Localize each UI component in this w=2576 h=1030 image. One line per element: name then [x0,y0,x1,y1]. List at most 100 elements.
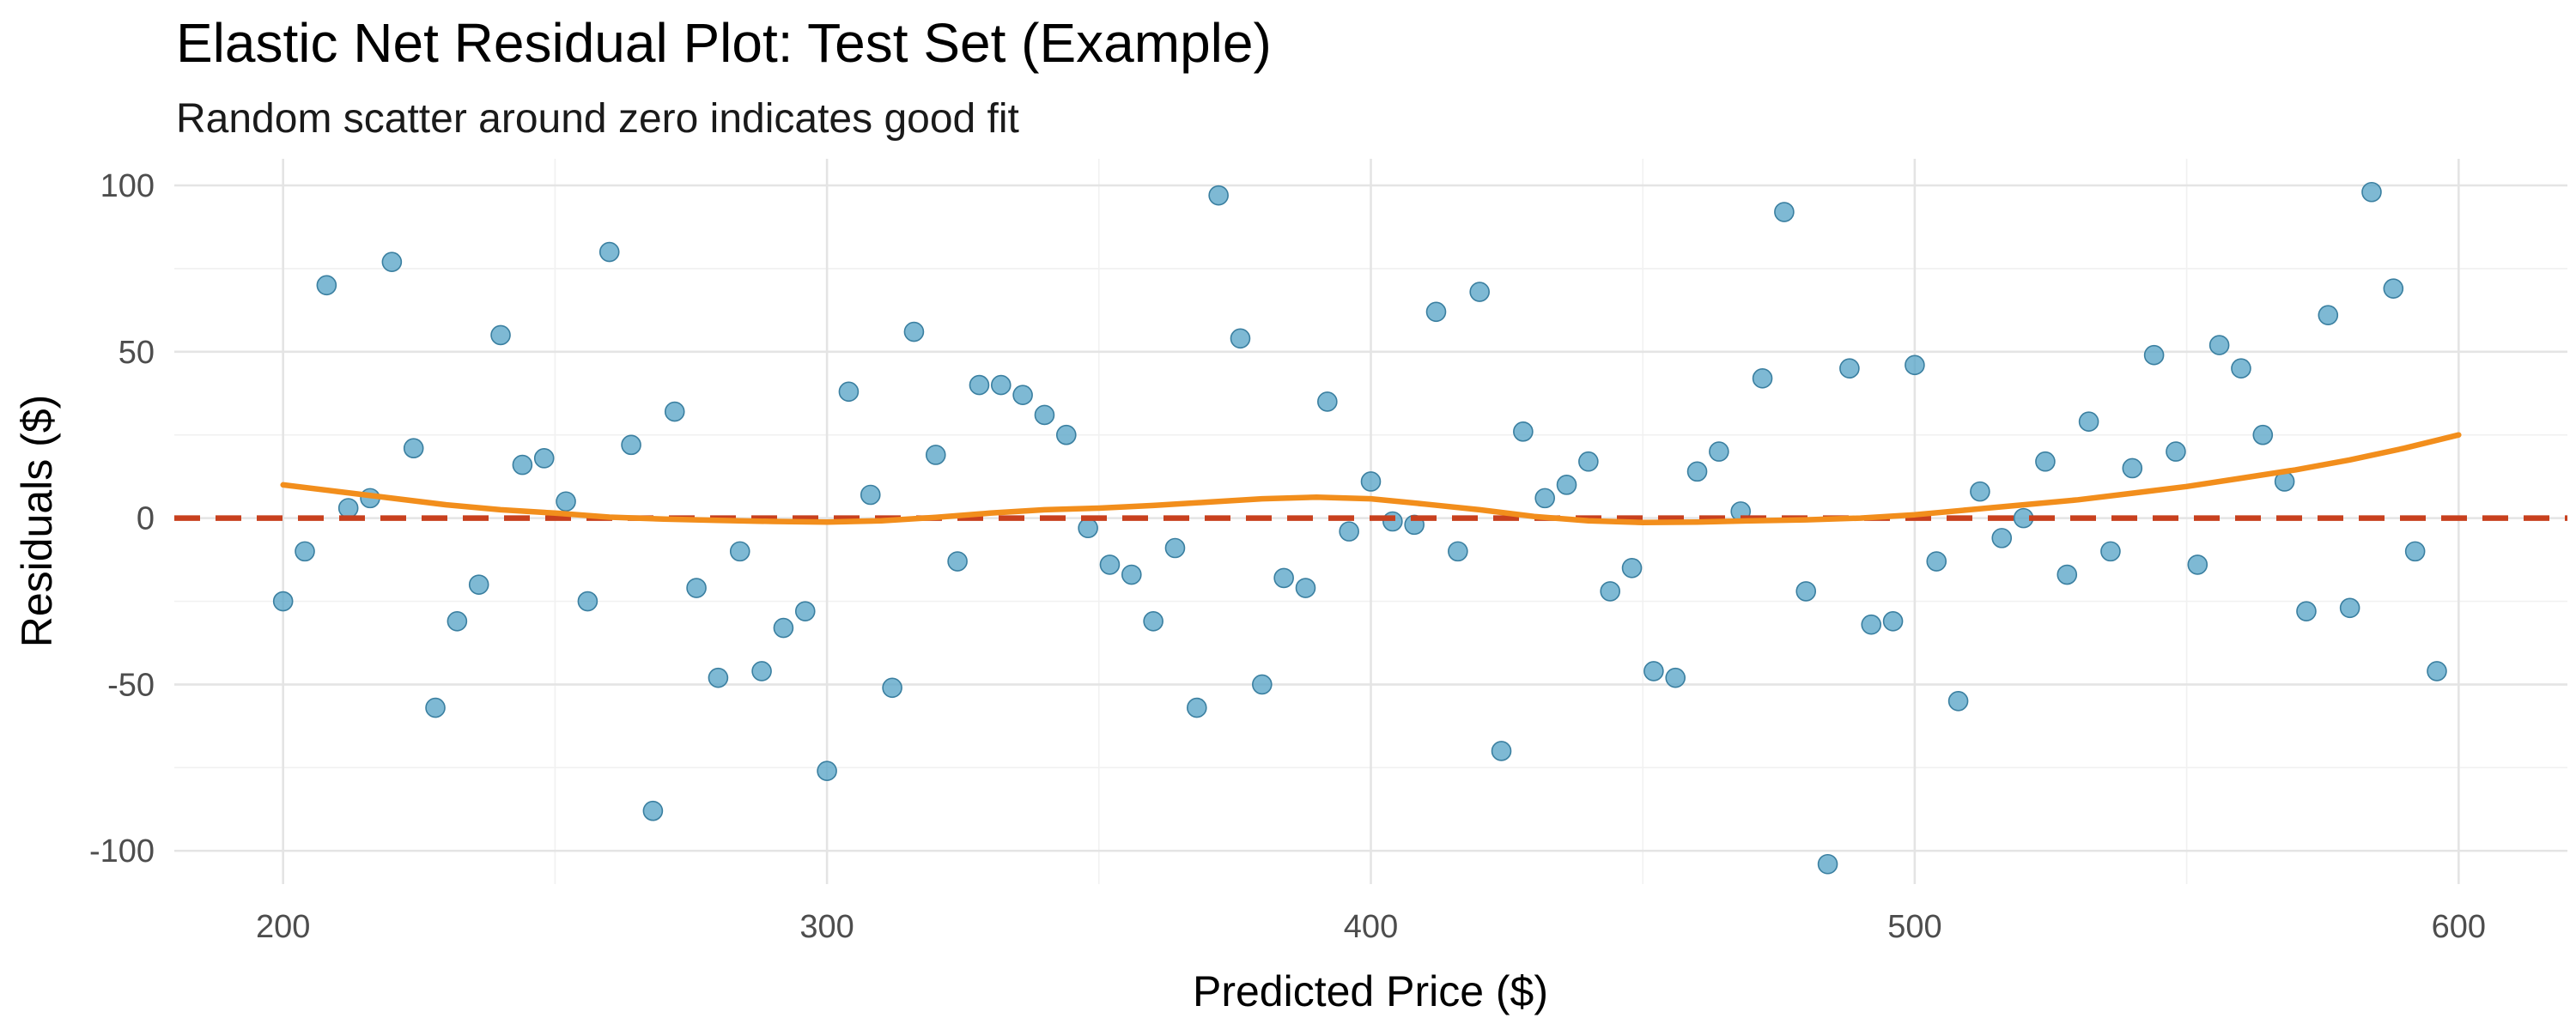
residual-point [1926,551,1947,572]
residual-point [1425,301,1447,323]
residual-point [1513,421,1534,442]
residual-point [1208,185,1229,206]
residual-point [556,491,576,512]
x-tick-label: 500 [1887,909,1941,945]
y-tick-label: 50 [118,335,155,371]
residual-point [1621,557,1643,579]
residual-point [1709,441,1729,462]
residual-point [860,484,881,506]
residual-point [272,591,294,612]
residual-point [1012,385,1033,406]
residual-point [2361,181,2382,203]
residual-point [598,241,620,263]
residual-point [2231,358,2251,379]
y-tick-label: 100 [100,168,155,204]
residual-point [838,381,860,403]
residual-point [751,661,772,682]
y-tick-label: 0 [137,501,155,537]
y-tick-label: -100 [89,833,155,869]
residual-point [1817,853,1838,875]
residual-point [512,454,533,476]
residual-point [1752,368,1773,389]
residual-point [817,760,837,782]
residual-point [316,275,337,296]
residual-point [2100,541,2121,562]
x-tick-label: 200 [256,909,310,945]
residual-point [664,401,685,422]
residual-point [1078,518,1098,539]
plot-panel: 200 300 400 500 600 -100 -50 0 50 100 [89,159,2567,945]
residual-point [2252,424,2274,445]
residual-point [2339,597,2360,619]
residual-point [1055,424,1077,445]
x-tick-label: 600 [2432,909,2486,945]
residual-point [2057,564,2078,585]
residual-point [403,438,424,459]
x-axis-title: Predicted Price ($) [1193,967,1548,1015]
residual-point [1774,202,1795,222]
residual-point [447,610,468,632]
chart-subtitle: Random scatter around zero indicates goo… [176,96,1019,142]
residual-point [381,251,403,272]
residual-point [337,498,359,518]
residual-point [533,448,555,469]
residual-point [2296,601,2317,621]
residual-point [621,434,641,456]
residual-point [577,591,598,612]
residual-point [2122,457,2143,479]
residual-point [1947,691,1969,712]
residual-point [1643,661,1664,682]
grid-lines [174,159,2567,884]
residual-point [969,374,990,396]
residual-point [1339,521,1359,542]
residual-point [1600,581,1620,602]
y-axis-title: Residuals ($) [13,395,61,648]
residual-point [1970,481,1990,502]
residual-point [2427,661,2447,682]
residual-point [903,321,925,342]
x-tick-label: 400 [1344,909,1398,945]
residual-point [1230,328,1251,349]
residual-point [1882,610,1904,632]
residual-point [1143,610,1163,632]
residual-point [1360,471,1382,492]
x-axis-tick-labels: 200 300 400 500 600 [256,909,2486,945]
residual-point [708,667,729,688]
residual-point [1099,554,1121,575]
residual-point [1295,578,1316,598]
residual-point [1839,358,1860,379]
residual-point [729,541,750,562]
residual-point [1578,451,1599,472]
residual-point [1469,282,1490,302]
residual-point [794,601,816,621]
residual-point [2078,411,2099,433]
residual-point [642,800,664,821]
residual-point [295,541,315,562]
residual-point [1556,475,1577,495]
residual-point [2318,305,2339,325]
residual-point [1121,564,1142,585]
residual-point [2187,554,2208,575]
residual-point [2383,278,2404,299]
residual-point [1905,354,1925,376]
residual-point [1991,528,2013,548]
residual-point [425,697,446,718]
residual-point [882,677,902,699]
y-tick-label: -50 [107,667,155,703]
residual-points [272,181,2447,875]
y-axis-tick-labels: -100 -50 0 50 100 [89,168,155,869]
residual-point [1448,541,1468,562]
residual-point [1273,567,1294,589]
residual-point [2166,441,2186,462]
residual-point [2208,335,2230,355]
residual-point [2035,451,2056,472]
residual-point [1382,511,1403,532]
residual-point [773,617,794,639]
chart-title: Elastic Net Residual Plot: Test Set (Exa… [176,12,1272,74]
residual-point [947,551,968,572]
smoothed-trend-line [280,432,2462,525]
residual-point [2404,541,2426,562]
residual-point [925,445,946,465]
residual-point [1795,581,1817,602]
